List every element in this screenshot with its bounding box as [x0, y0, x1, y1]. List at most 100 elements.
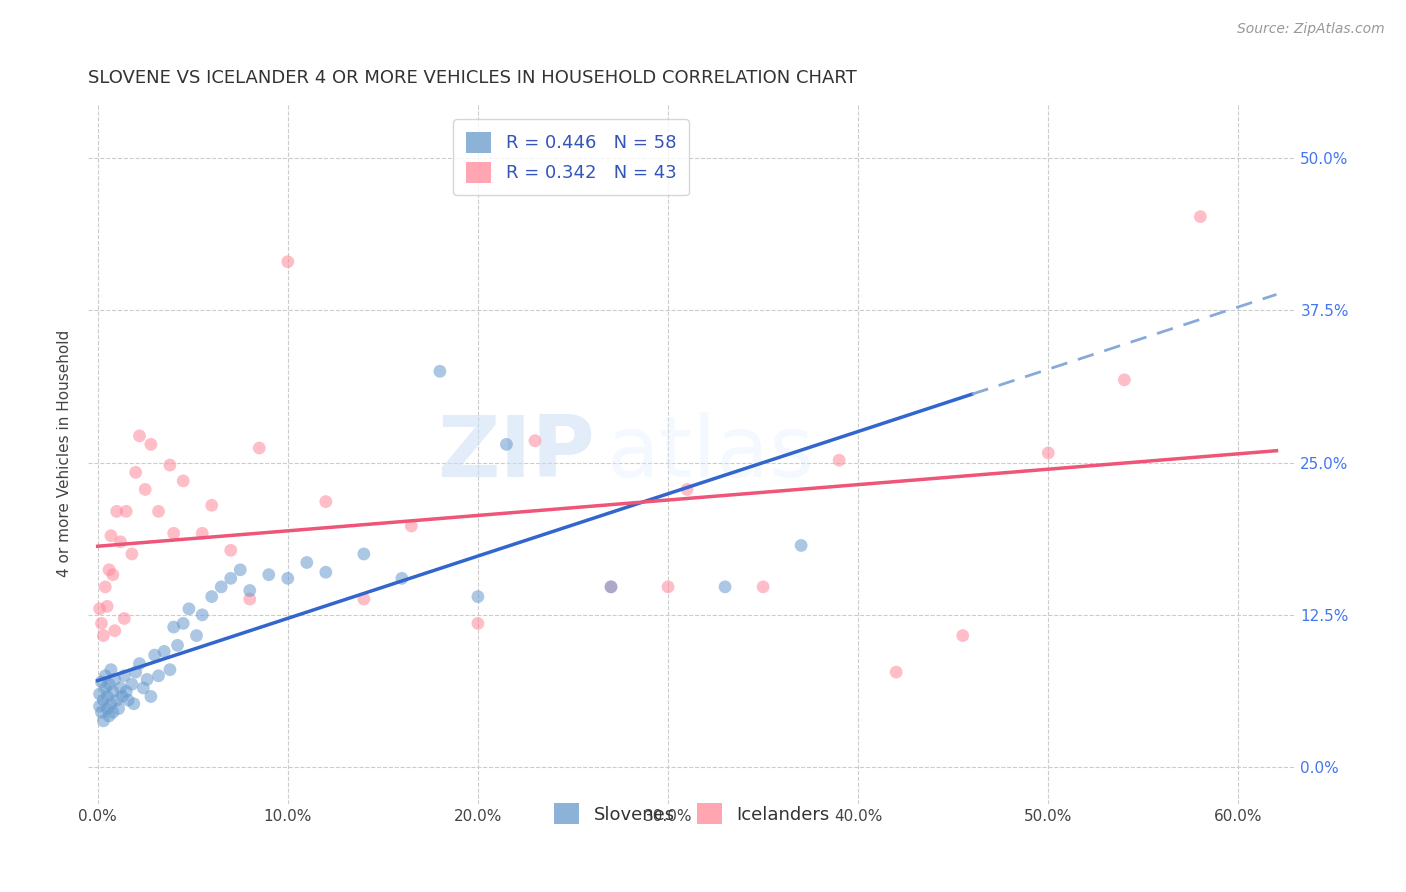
Point — [1114, 373, 1136, 387]
Point — [172, 474, 194, 488]
Point — [100, 529, 122, 543]
Point — [353, 592, 375, 607]
Point — [139, 690, 162, 704]
Point — [112, 611, 135, 625]
Point — [191, 607, 214, 622]
Point — [89, 699, 111, 714]
Point — [89, 601, 111, 615]
Point — [163, 620, 186, 634]
Point — [105, 504, 128, 518]
Point — [143, 648, 166, 662]
Point — [159, 458, 181, 472]
Point — [148, 504, 170, 518]
Point — [107, 701, 129, 715]
Point — [125, 665, 148, 679]
Point — [239, 592, 262, 607]
Point — [153, 644, 176, 658]
Point — [110, 681, 132, 695]
Point — [219, 571, 242, 585]
Point — [201, 590, 224, 604]
Point — [94, 669, 117, 683]
Point — [401, 519, 423, 533]
Point — [295, 556, 318, 570]
Point — [110, 534, 132, 549]
Point — [186, 629, 208, 643]
Point — [98, 709, 121, 723]
Point — [111, 690, 134, 704]
Point — [125, 466, 148, 480]
Point — [752, 580, 775, 594]
Point — [122, 697, 145, 711]
Point — [115, 684, 138, 698]
Legend: Slovenes, Icelanders: Slovenes, Icelanders — [546, 794, 838, 833]
Point — [115, 504, 138, 518]
Point — [828, 453, 851, 467]
Point — [600, 580, 623, 594]
Point — [277, 571, 299, 585]
Point — [93, 693, 115, 707]
Point — [105, 693, 128, 707]
Point — [1038, 446, 1060, 460]
Point — [94, 580, 117, 594]
Point — [101, 567, 124, 582]
Point — [121, 547, 143, 561]
Point — [201, 498, 224, 512]
Point — [132, 681, 155, 695]
Point — [104, 624, 127, 638]
Point — [391, 571, 413, 585]
Point — [112, 669, 135, 683]
Point — [128, 429, 150, 443]
Point — [247, 441, 270, 455]
Point — [100, 663, 122, 677]
Point — [90, 706, 112, 720]
Point — [96, 701, 118, 715]
Point — [495, 437, 517, 451]
Point — [172, 616, 194, 631]
Point — [429, 364, 451, 378]
Point — [1189, 210, 1212, 224]
Point — [121, 677, 143, 691]
Point — [90, 616, 112, 631]
Point — [239, 583, 262, 598]
Point — [89, 687, 111, 701]
Text: atlas: atlas — [607, 412, 815, 495]
Point — [100, 697, 122, 711]
Point — [104, 673, 127, 687]
Point — [159, 663, 181, 677]
Point — [315, 566, 337, 580]
Point — [163, 526, 186, 541]
Point — [96, 599, 118, 614]
Point — [96, 690, 118, 704]
Point — [128, 657, 150, 671]
Point — [676, 483, 699, 497]
Point — [219, 543, 242, 558]
Point — [98, 563, 121, 577]
Point — [523, 434, 546, 448]
Point — [467, 616, 489, 631]
Point — [257, 567, 280, 582]
Point — [714, 580, 737, 594]
Point — [90, 674, 112, 689]
Point — [277, 254, 299, 268]
Point — [952, 629, 974, 643]
Point — [790, 538, 813, 552]
Point — [229, 563, 252, 577]
Point — [98, 677, 121, 691]
Text: Source: ZipAtlas.com: Source: ZipAtlas.com — [1237, 22, 1385, 37]
Point — [209, 580, 232, 594]
Point — [93, 714, 115, 728]
Point — [315, 494, 337, 508]
Point — [101, 706, 124, 720]
Point — [657, 580, 679, 594]
Point — [139, 437, 162, 451]
Point — [600, 580, 623, 594]
Point — [884, 665, 907, 679]
Point — [148, 669, 170, 683]
Point — [166, 638, 188, 652]
Point — [136, 673, 159, 687]
Point — [353, 547, 375, 561]
Y-axis label: 4 or more Vehicles in Household: 4 or more Vehicles in Household — [58, 330, 72, 577]
Point — [101, 684, 124, 698]
Point — [117, 693, 139, 707]
Point — [177, 601, 200, 615]
